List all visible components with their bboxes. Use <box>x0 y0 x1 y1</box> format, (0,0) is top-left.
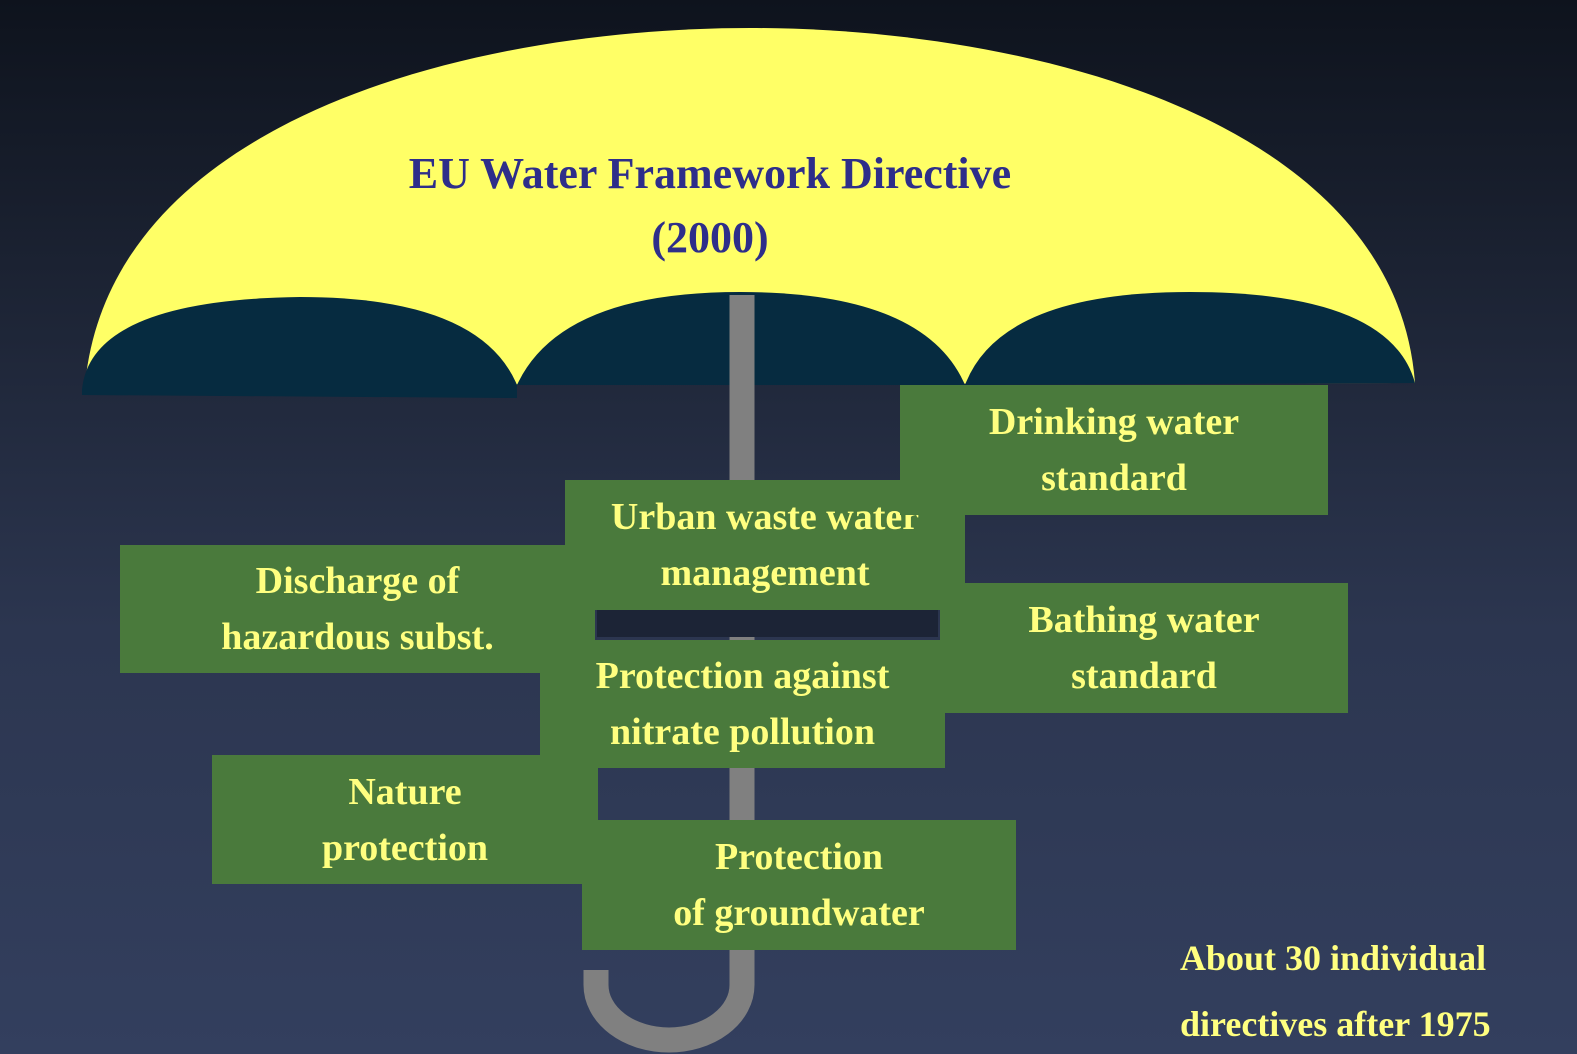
directive-line: Nature <box>348 764 461 820</box>
directive-line: Urban waste water <box>611 489 919 545</box>
directive-line: standard <box>1071 648 1217 704</box>
umbrella-title: EU Water Framework Directive <box>230 148 1190 199</box>
directive-line: Drinking water <box>989 394 1239 450</box>
directive-line: protection <box>322 820 488 876</box>
handle-hook <box>596 970 742 1040</box>
directive-line: standard <box>1041 450 1187 506</box>
note-line: About 30 individual <box>1180 925 1491 991</box>
gap-shadow <box>597 610 938 637</box>
umbrella-year: (2000) <box>230 212 1190 263</box>
directive-line: of groundwater <box>673 885 925 941</box>
directive-line: Protection <box>715 829 883 885</box>
directive-line: Bathing water <box>1028 592 1259 648</box>
directive-line: management <box>661 545 870 601</box>
directive-line: Discharge of <box>256 553 460 609</box>
directive-line: hazardous subst. <box>221 609 493 665</box>
page: EU Water Framework Directive (2000) Natu… <box>0 0 1577 1054</box>
note-line: directives after 1975 <box>1180 991 1491 1054</box>
directive-line: Protection against <box>596 648 890 704</box>
directive-line: nitrate pollution <box>610 704 875 760</box>
